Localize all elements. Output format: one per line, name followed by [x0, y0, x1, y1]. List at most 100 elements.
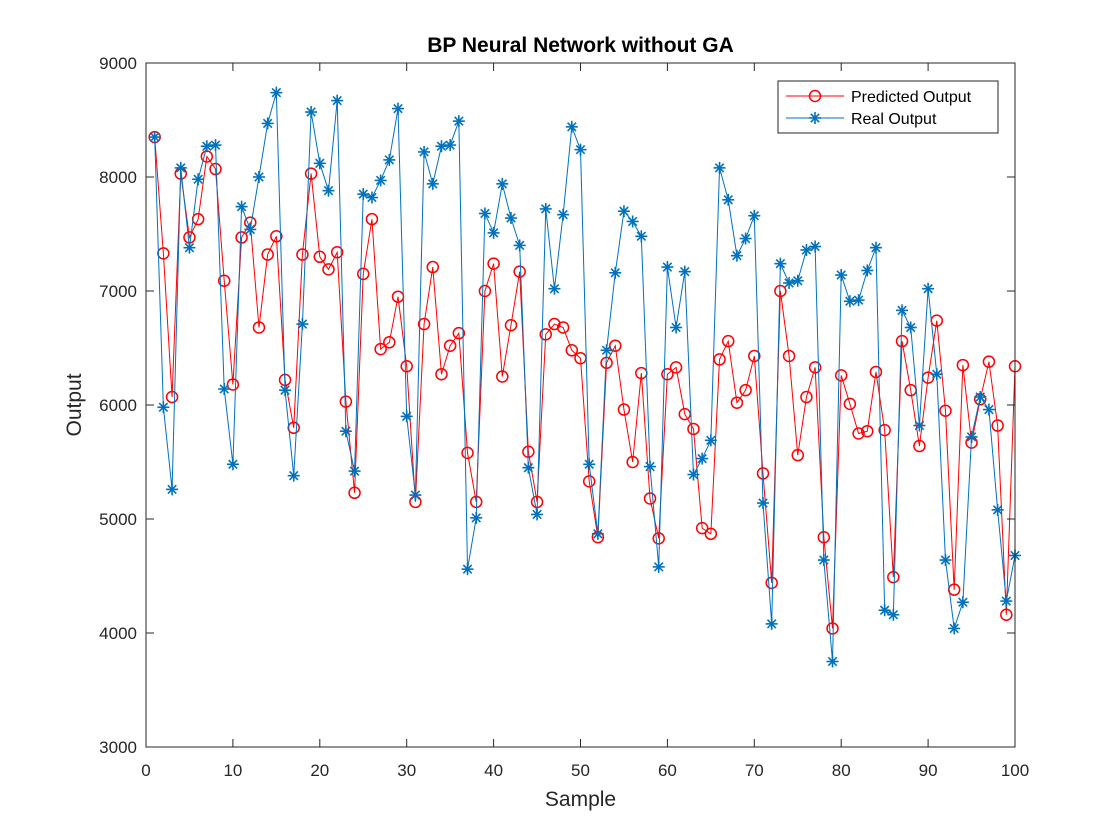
data-point-predicted [834, 369, 848, 382]
x-tick-label: 40 [484, 761, 503, 780]
data-point-predicted [687, 422, 700, 436]
x-axis-label: Sample [545, 788, 616, 811]
data-point-real [609, 266, 622, 279]
x-tick-label: 100 [1001, 761, 1029, 780]
y-tick-label: 5000 [99, 510, 137, 529]
data-point-real [644, 460, 657, 473]
data-point-real [305, 106, 318, 119]
data-point-predicted [947, 583, 961, 596]
data-point-real [852, 294, 865, 307]
data-point-predicted [661, 367, 674, 381]
series-layer [148, 86, 1022, 668]
legend: Predicted Output Real Output [777, 80, 999, 134]
x-tick-label: 10 [223, 761, 242, 780]
data-point-predicted [982, 355, 996, 368]
x-tick-label: 30 [397, 761, 416, 780]
data-point-real [748, 209, 761, 222]
data-point-predicted [643, 492, 657, 505]
data-point-predicted [365, 212, 379, 226]
data-point-predicted [296, 248, 309, 261]
data-point-real [339, 425, 352, 438]
data-point-real [470, 511, 483, 524]
legend-label-real: Real Output [851, 111, 937, 128]
data-point-predicted [548, 317, 561, 331]
data-point-real [739, 232, 752, 245]
data-point-predicted [504, 318, 518, 332]
data-point-predicted [765, 576, 778, 590]
data-point-real [730, 249, 743, 262]
x-tick-label: 90 [919, 761, 938, 780]
y-tick-label: 7000 [99, 282, 137, 301]
data-point-predicted [322, 263, 335, 276]
data-point-real [148, 131, 161, 144]
data-point-real [296, 318, 309, 331]
data-point-real [192, 173, 205, 186]
data-point-predicted [852, 427, 865, 440]
data-point-real [583, 458, 596, 471]
data-point-real [661, 261, 674, 274]
data-point-predicted [157, 247, 170, 260]
data-point-predicted [617, 403, 631, 416]
data-point-predicted [991, 419, 1004, 432]
data-point-predicted [913, 439, 926, 453]
data-point-real [617, 205, 630, 218]
data-point-predicted [695, 521, 709, 535]
data-point-predicted [357, 267, 370, 281]
data-point-predicted [383, 336, 396, 349]
data-point-predicted [417, 317, 431, 331]
data-point-real [331, 94, 344, 107]
data-point-predicted [730, 396, 744, 409]
legend-marker-predicted [808, 89, 822, 103]
data-point-predicted [287, 421, 300, 435]
data-point-real [635, 230, 648, 243]
data-point-real [539, 202, 552, 215]
data-point-predicted [887, 570, 900, 584]
data-point-predicted [869, 365, 883, 379]
data-point-predicted [487, 257, 500, 270]
x-tick-label: 0 [141, 761, 150, 780]
data-point-real [183, 241, 196, 254]
data-point-predicted [791, 448, 804, 462]
data-point-real [878, 604, 891, 617]
data-point-real [531, 508, 544, 521]
data-point-predicted [895, 334, 909, 348]
y-axis-label: Output [63, 373, 86, 436]
data-point-predicted [713, 353, 726, 366]
data-point-predicted [878, 423, 891, 437]
data-point-real [696, 452, 709, 465]
x-tick-label: 50 [571, 761, 590, 780]
data-point-predicted [478, 284, 492, 298]
data-point-predicted [739, 383, 752, 397]
data-point-real [209, 139, 222, 152]
data-point-real [574, 143, 587, 156]
data-point-real [348, 465, 361, 478]
legend-marker-real [809, 112, 821, 124]
data-point-predicted [209, 162, 222, 176]
y-tick-label: 3000 [99, 738, 137, 757]
data-point-real [800, 243, 813, 256]
data-point-predicted [217, 274, 231, 287]
data-point-real [591, 527, 604, 540]
data-point-real [200, 140, 213, 153]
data-point-real [409, 489, 422, 502]
data-point-predicted [565, 344, 579, 357]
legend-label-predicted: Predicted Output [851, 89, 972, 106]
data-point-predicted [330, 245, 344, 259]
x-tick-label: 80 [832, 761, 851, 780]
data-point-predicted [626, 455, 639, 469]
data-point-predicted [678, 407, 692, 421]
data-point-real [791, 274, 804, 287]
data-point-predicted [226, 378, 240, 391]
data-point-real [365, 191, 378, 204]
data-point-real [444, 139, 457, 152]
data-point-real [218, 383, 231, 396]
data-point-real [687, 468, 700, 481]
data-point-real [652, 560, 665, 573]
data-point-real [956, 596, 969, 609]
data-point-predicted [826, 622, 839, 635]
data-point-predicted [443, 339, 457, 352]
data-point-real [496, 177, 509, 190]
data-point-real [939, 554, 952, 567]
data-point-predicted [721, 334, 735, 348]
data-point-real [166, 483, 179, 496]
